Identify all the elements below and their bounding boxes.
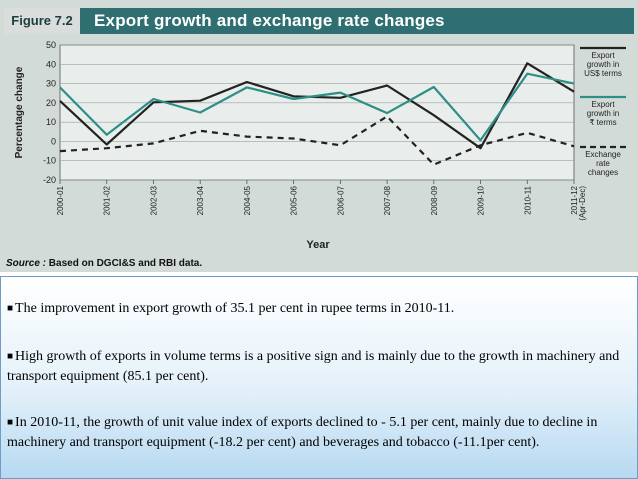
legend-label: ₹ terms bbox=[589, 118, 616, 127]
note-text: High growth of exports in volume terms i… bbox=[7, 349, 620, 384]
y-tick-label: 50 bbox=[46, 40, 56, 50]
x-tick-label: 2003-04 bbox=[196, 185, 205, 215]
x-tick-label: 2009-10 bbox=[477, 185, 486, 215]
x-tick-label: 2006-07 bbox=[336, 185, 345, 215]
note-text: The improvement in export growth of 35.1… bbox=[15, 301, 455, 316]
x-tick-label: 2005-06 bbox=[290, 185, 299, 215]
y-tick-label: 20 bbox=[46, 98, 56, 108]
legend-label: changes bbox=[588, 168, 618, 177]
source-text: Based on DGCI&S and RBI data. bbox=[48, 258, 203, 269]
y-tick-label: 40 bbox=[46, 59, 56, 69]
note-text: In 2010-11, the growth of unit value ind… bbox=[7, 415, 598, 450]
source-label: Source : bbox=[6, 258, 47, 269]
x-tick-label: 2008-09 bbox=[430, 185, 439, 215]
x-axis-title: Year bbox=[306, 239, 330, 251]
x-tick-label: 2007-08 bbox=[383, 185, 392, 215]
figure-panel: Figure 7.2 Export growth and exchange ra… bbox=[0, 0, 638, 272]
legend-label: growth in bbox=[587, 109, 619, 118]
x-tick-label: 2000-01 bbox=[56, 185, 65, 215]
x-tick-label: 2004-05 bbox=[243, 185, 252, 215]
y-tick-label: 0 bbox=[51, 136, 56, 146]
series-line-3 bbox=[59, 115, 575, 166]
x-tick-label: 2001-02 bbox=[103, 185, 112, 215]
x-tick-label: 2002-03 bbox=[149, 185, 158, 215]
y-tick-label: -20 bbox=[43, 175, 56, 185]
plot-area bbox=[59, 44, 575, 181]
y-axis-title: Percentage change bbox=[14, 66, 25, 158]
legend-label: Export bbox=[591, 100, 615, 109]
notes-box: ■ The improvement in export growth of 35.… bbox=[0, 276, 638, 479]
legend-label: Exchange bbox=[585, 150, 621, 159]
figure-header: Figure 7.2 Export growth and exchange ra… bbox=[4, 8, 634, 34]
bullet-icon: ■ bbox=[7, 303, 14, 314]
bullet-icon: ■ bbox=[7, 417, 14, 428]
series-line-2 bbox=[59, 72, 575, 142]
note-item: ■ High growth of exports in volume terms … bbox=[7, 347, 627, 387]
x-tick-label: 2010-11 bbox=[523, 185, 532, 214]
y-tick-label: 10 bbox=[46, 117, 56, 127]
x-tick-label: 2011-12(Apr-Dec) bbox=[570, 185, 587, 220]
note-item: ■ In 2010-11, the growth of unit value in… bbox=[7, 413, 627, 453]
figure-label: Figure 7.2 bbox=[4, 8, 80, 34]
legend-label: growth in bbox=[587, 60, 619, 69]
series-line-1 bbox=[59, 62, 575, 150]
y-tick-label: 30 bbox=[46, 79, 56, 89]
legend-label: Export bbox=[591, 51, 615, 60]
legend-label: rate bbox=[596, 159, 610, 168]
bullet-icon: ■ bbox=[7, 351, 14, 362]
note-item: ■ The improvement in export growth of 35.… bbox=[7, 299, 627, 319]
y-tick-label: -10 bbox=[43, 156, 56, 166]
legend-label: US$ terms bbox=[584, 69, 622, 78]
source-note: Source : Based on DGCI&S and RBI data. bbox=[6, 258, 202, 269]
figure-title: Export growth and exchange rate changes bbox=[94, 11, 445, 30]
